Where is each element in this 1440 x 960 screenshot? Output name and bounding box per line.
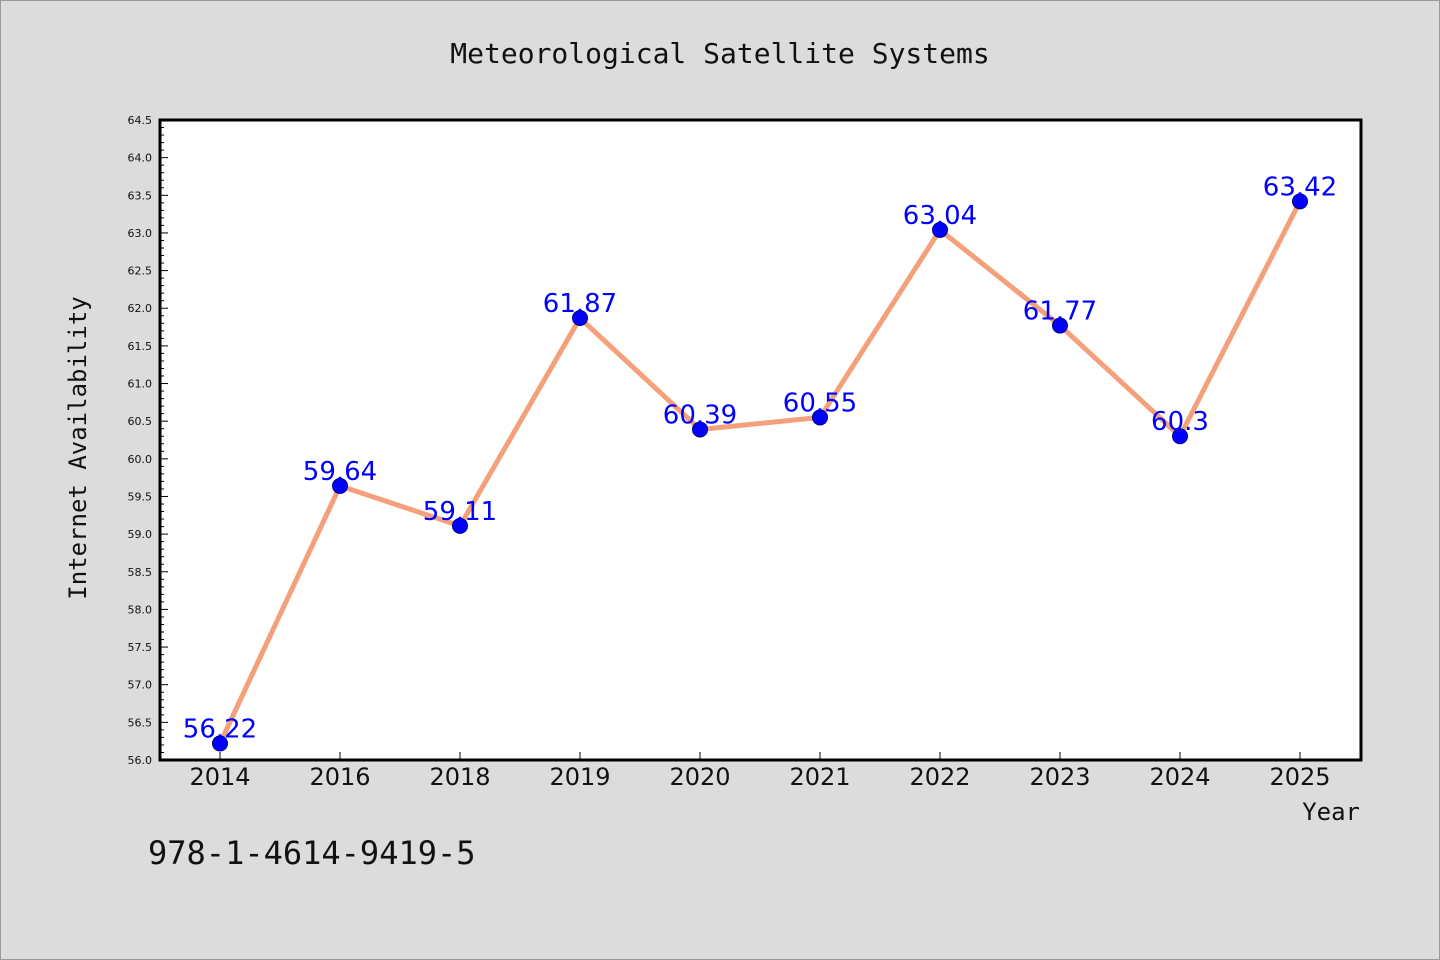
y-tick-label: 59.5	[128, 490, 153, 503]
y-tick-label: 63.5	[128, 189, 153, 202]
y-tick-label: 58.0	[128, 603, 153, 616]
data-point	[1052, 317, 1068, 334]
x-tick-label: 2021	[789, 763, 850, 791]
y-tick-label: 60.5	[128, 415, 153, 428]
data-point	[932, 221, 948, 238]
y-tick-label: 61.5	[128, 340, 153, 353]
data-label: 59.64	[303, 457, 377, 487]
chart-title: Meteorological Satellite Systems	[450, 37, 989, 70]
data-point	[572, 310, 588, 327]
x-tick-label: 2025	[1269, 763, 1330, 791]
data-point	[332, 477, 348, 494]
plot-frame	[158, 118, 1363, 762]
y-tick-label: 60.0	[128, 453, 153, 466]
x-axis-label: Year	[1302, 798, 1360, 826]
y-tick-label: 59.0	[128, 528, 153, 541]
data-point	[452, 517, 468, 534]
x-tick-label: 2024	[1149, 763, 1210, 791]
y-tick-label: 61.0	[128, 378, 153, 391]
y-tick-label: 57.0	[128, 679, 153, 692]
data-label: 63.04	[903, 201, 977, 231]
y-tick-label: 58.5	[128, 566, 153, 579]
y-tick-label: 63.0	[128, 227, 153, 240]
y-tick-label: 64.5	[128, 114, 153, 127]
x-tick-label: 2020	[669, 763, 730, 791]
x-tick-label: 2023	[1029, 763, 1090, 791]
x-tick-label: 2022	[909, 763, 970, 791]
series-line	[217, 198, 1303, 746]
data-label: 59.11	[423, 497, 497, 527]
data-point	[692, 421, 708, 438]
data-label: 61.77	[1023, 297, 1097, 327]
footnote-isbn: 978-1-4614-9419-5	[148, 834, 476, 872]
data-point	[212, 735, 228, 752]
y-tick-label: 56.5	[128, 716, 153, 729]
data-label: 60.55	[783, 388, 857, 418]
x-tick-label: 2019	[549, 763, 610, 791]
y-tick-label: 57.5	[128, 641, 153, 654]
y-tick-label: 62.0	[128, 302, 153, 315]
data-label: 63.42	[1263, 172, 1337, 202]
y-tick-label: 64.0	[128, 152, 153, 165]
data-point	[1172, 428, 1188, 445]
plot-area: 56.0 56.5 57.0 57.5 58.0 58.5 59.0 59.5 60.0 60.5…	[128, 114, 1363, 791]
x-tick-label: 2014	[189, 763, 250, 791]
data-point	[812, 409, 828, 426]
data-point	[1292, 193, 1308, 210]
y-tick-label: 56.0	[128, 754, 153, 767]
data-label: 60.39	[663, 400, 737, 430]
y-axis-label: Internet Availability	[64, 296, 92, 599]
data-label: 60.3	[1151, 407, 1209, 437]
x-tick-label: 2016	[309, 763, 370, 791]
data-label: 61.87	[543, 289, 617, 319]
x-tick-label: 2018	[429, 763, 490, 791]
y-tick-label: 62.5	[128, 265, 153, 278]
data-label: 56.22	[183, 714, 257, 744]
